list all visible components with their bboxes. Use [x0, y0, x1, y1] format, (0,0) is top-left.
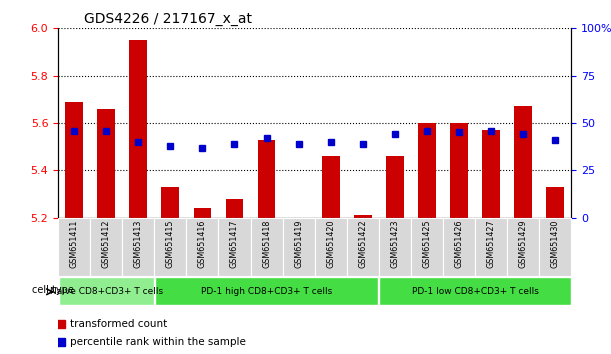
Bar	[475, 218, 507, 276]
Text: GSM651429: GSM651429	[519, 219, 528, 268]
Bar	[315, 218, 347, 276]
Text: Naive CD8+CD3+ T cells: Naive CD8+CD3+ T cells	[49, 287, 163, 296]
Text: GSM651417: GSM651417	[230, 219, 239, 268]
Bar	[58, 218, 90, 276]
Bar	[155, 277, 378, 305]
Text: transformed count: transformed count	[70, 319, 167, 329]
Text: GSM651430: GSM651430	[551, 219, 560, 268]
Bar	[322, 156, 340, 218]
Bar	[386, 156, 404, 218]
Bar	[379, 277, 571, 305]
Text: GSM651422: GSM651422	[358, 219, 367, 268]
Bar	[546, 187, 564, 218]
Text: PD-1 high CD8+CD3+ T cells: PD-1 high CD8+CD3+ T cells	[201, 287, 332, 296]
Text: GSM651416: GSM651416	[198, 219, 207, 268]
Text: GSM651423: GSM651423	[390, 219, 400, 268]
Text: cell type: cell type	[32, 285, 74, 295]
Bar	[161, 187, 179, 218]
Text: GSM651411: GSM651411	[70, 219, 79, 268]
Bar	[411, 218, 443, 276]
Text: GSM651426: GSM651426	[455, 219, 464, 268]
Bar	[130, 40, 147, 218]
Bar	[283, 218, 315, 276]
Bar	[507, 218, 540, 276]
Bar	[59, 277, 153, 305]
Bar	[540, 218, 571, 276]
Text: GSM651418: GSM651418	[262, 219, 271, 268]
Text: percentile rank within the sample: percentile rank within the sample	[70, 337, 246, 347]
Bar	[443, 218, 475, 276]
Text: GSM651425: GSM651425	[422, 219, 431, 268]
Text: GSM651427: GSM651427	[486, 219, 496, 268]
Text: GSM651419: GSM651419	[294, 219, 303, 268]
Bar	[225, 199, 243, 218]
Text: GSM651412: GSM651412	[101, 219, 111, 268]
Bar	[418, 123, 436, 218]
Text: PD-1 low CD8+CD3+ T cells: PD-1 low CD8+CD3+ T cells	[412, 287, 538, 296]
Bar	[186, 218, 219, 276]
Bar	[514, 107, 532, 218]
Text: GSM651420: GSM651420	[326, 219, 335, 268]
Bar	[347, 218, 379, 276]
Bar	[258, 139, 276, 218]
Bar	[482, 130, 500, 218]
Bar	[155, 218, 186, 276]
Bar	[251, 218, 283, 276]
Bar	[379, 218, 411, 276]
Bar	[90, 218, 122, 276]
Text: GSM651415: GSM651415	[166, 219, 175, 268]
Text: GSM651413: GSM651413	[134, 219, 143, 268]
Bar	[65, 102, 83, 218]
Bar	[354, 215, 371, 218]
Bar	[122, 218, 155, 276]
Text: GDS4226 / 217167_x_at: GDS4226 / 217167_x_at	[84, 12, 252, 26]
Bar	[450, 123, 468, 218]
Bar	[194, 208, 211, 218]
Bar	[219, 218, 251, 276]
Bar	[97, 109, 115, 218]
